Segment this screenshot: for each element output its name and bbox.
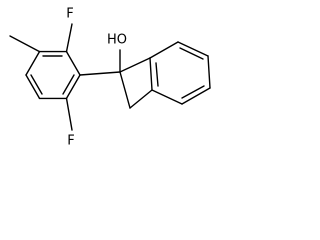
double-bond (155, 62, 159, 87)
structure: F F HO (9, 7, 211, 149)
bond (207, 55, 211, 89)
atom-label: HO (107, 33, 127, 48)
bond (149, 41, 179, 59)
double-bond (30, 74, 43, 95)
bond (25, 74, 41, 100)
bond (9, 35, 41, 53)
atom-label: F (67, 134, 74, 149)
bond (149, 57, 153, 91)
bond (79, 71, 121, 76)
bond (25, 50, 41, 76)
double-bond (179, 47, 204, 60)
double-bond (181, 85, 205, 99)
bond (65, 23, 73, 53)
bond (119, 57, 151, 73)
bond (129, 89, 153, 109)
bonds (9, 23, 211, 131)
bond (181, 87, 211, 105)
atom-label: F (66, 7, 73, 22)
double-bond (62, 74, 75, 95)
bond (119, 71, 131, 109)
bond (65, 50, 81, 76)
bond (177, 41, 209, 57)
page: F F HO (() => { const data = JSON.parse(… (9, 6, 211, 149)
bond (65, 97, 73, 131)
bond (65, 74, 81, 100)
bond (151, 89, 183, 105)
